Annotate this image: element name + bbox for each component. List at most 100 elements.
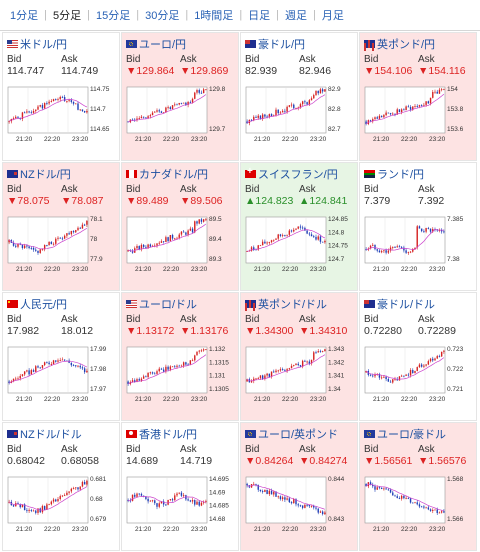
candle-body [185, 232, 187, 235]
tab-3[interactable]: 30分足 [145, 10, 180, 22]
rate-card[interactable]: ユーロ/豪ドル Bid Ask ▼1.56561 ▼1.56576 1.568 1.566 2… [359, 422, 477, 551]
pair-header[interactable]: カナダドル/円 [126, 167, 208, 181]
candle-body [8, 121, 10, 123]
candle-body [398, 109, 401, 113]
candle-body [68, 360, 70, 363]
rate-card[interactable]: 米ドル/円 Bid Ask 114.747 114.749 114.75 114.7 114.… [2, 32, 120, 161]
pair-name[interactable]: ユーロ/円 [139, 39, 187, 51]
pair-header[interactable]: ランド/円 [364, 167, 424, 181]
candle-body [165, 237, 167, 242]
candlestick-chart[interactable]: 14.695 14.69 14.685 14.68 21:20 22:20 23:20 [126, 475, 232, 533]
rate-card[interactable]: NZドル/ドル Bid Ask 0.68042 0.68058 0.681 0.68 0.67… [2, 422, 120, 551]
pair-header[interactable]: 英ポンド/ドル [245, 297, 327, 311]
candle-body [131, 380, 134, 382]
pair-header[interactable]: NZドル/ドル [7, 427, 82, 441]
rate-card[interactable]: 人民元/円 Bid Ask 17.982 18.012 17.99 17.98 17.97 21… [2, 292, 120, 421]
candle-body [140, 116, 143, 119]
tab-1[interactable]: 5分足 [52, 10, 82, 22]
candle-body [396, 246, 398, 248]
tab-5[interactable]: 日足 [248, 10, 271, 22]
pair-name[interactable]: 豪ドル/円 [258, 39, 306, 51]
candlestick-chart[interactable]: 89.5 89.4 89.3 21:20 22:20 23:20 [126, 215, 232, 273]
pair-header[interactable]: スイスフラン/円 [245, 166, 338, 181]
tab-0[interactable]: 1分足 [10, 10, 39, 22]
candle-body [178, 492, 180, 494]
pair-name[interactable]: ユーロ/ドル [139, 299, 198, 311]
ask-value: ▲124.841 [299, 195, 348, 207]
candle-body [277, 109, 279, 114]
pair-name[interactable]: 米ドル/円 [20, 39, 68, 51]
pair-name[interactable]: 豪ドル/ドル [377, 299, 436, 311]
rate-card[interactable]: カナダドル/円 Bid Ask ▼89.489 ▼89.506 89.5 89.4 89.3 2… [121, 162, 239, 291]
tab-7[interactable]: 月足 [321, 10, 344, 22]
pair-header[interactable]: ユーロ/ドル [126, 297, 197, 311]
rate-card[interactable]: 英ポンド/ドル Bid Ask ▼1.34300 ▼1.34310 1.343 1.342 1… [240, 292, 358, 421]
pair-name[interactable]: 英ポンド/ドル [258, 299, 328, 311]
candle-body [414, 370, 416, 374]
candle-body [32, 247, 35, 250]
pair-header[interactable]: ユーロ/英ポンド [245, 427, 338, 441]
pair-header[interactable]: ユーロ/豪ドル [364, 427, 446, 441]
pair-name[interactable]: 香港ドル/円 [139, 429, 198, 441]
candle-body [147, 372, 149, 378]
pair-header[interactable]: 香港ドル/円 [126, 427, 197, 441]
candle-body [308, 361, 311, 364]
candlestick-chart[interactable]: 78.1 78 77.9 21:20 22:20 23:20 [7, 215, 113, 273]
pair-header[interactable]: 米ドル/円 [7, 37, 67, 51]
candlestick-chart[interactable]: 1.568 1.566 21:20 22:20 23:20 [364, 475, 470, 533]
pair-name[interactable]: ユーロ/英ポンド [258, 429, 339, 441]
rate-card[interactable]: 英ポンド/円 Bid Ask ▼154.106 ▼154.116 154 153.8 153.… [359, 32, 477, 161]
candle-body [145, 117, 147, 119]
y-axis-label: 82.8 [328, 106, 341, 113]
pair-header[interactable]: 豪ドル/円 [245, 37, 305, 51]
rate-card[interactable]: NZドル/円 Bid Ask ▼78.075 ▼78.087 78.1 78 77.9 21:2… [2, 162, 120, 291]
bid-label: Bid [126, 444, 141, 455]
candlestick-chart[interactable]: 0.681 0.68 0.679 21:20 22:20 23:20 [7, 475, 113, 533]
pair-header[interactable]: 人民元/円 [7, 297, 67, 311]
candlestick-chart[interactable]: 129.8 129.7 21:20 22:20 23:20 [126, 85, 232, 143]
candlestick-chart[interactable]: 7.385 7.38 21:20 22:20 23:20 [364, 215, 470, 273]
candlestick-chart[interactable]: 17.99 17.98 17.97 21:20 22:20 23:20 [7, 345, 113, 403]
rate-card[interactable]: ユーロ/ドル Bid Ask ▼1.13172 ▼1.13176 1.132 1.1315 1… [121, 292, 239, 421]
pair-name[interactable]: ランド/円 [377, 169, 425, 181]
tab-2[interactable]: 15分足 [95, 10, 131, 22]
candle-body [369, 482, 372, 485]
ask-label: Ask [180, 314, 197, 325]
pair-name[interactable]: カナダドル/円 [139, 169, 209, 181]
flag-icon [245, 40, 256, 48]
rate-card[interactable]: スイスフラン/円BidAsk▲124.823▲124.841124.85124.… [240, 162, 358, 291]
x-axis-label: 23:20 [310, 266, 327, 273]
candle-body [35, 109, 37, 111]
candle-body [187, 101, 189, 105]
pair-header[interactable]: 豪ドル/ドル [364, 297, 435, 311]
flag-icon [7, 300, 18, 308]
rate-card[interactable]: 豪ドル/ドル Bid Ask 0.72280 0.72289 0.723 0.722 0.72… [359, 292, 477, 421]
candlestick-chart[interactable]: 124.85 124.8 124.75 124.7 21:20 22:20 23:20 [245, 215, 351, 273]
rate-card[interactable]: 豪ドル/円 Bid Ask 82.939 82.946 82.9 82.8 82.7 21:20… [240, 32, 358, 161]
candlestick-chart[interactable]: 154 153.8 153.6 21:20 22:20 23:20 [364, 85, 470, 143]
x-axis-label: 21:20 [254, 266, 271, 273]
rate-card[interactable]: ユーロ/円 Bid Ask ▼129.864 ▼129.869 129.8 129.7 21:… [121, 32, 239, 161]
rate-card[interactable]: ユーロ/英ポンド Bid Ask ▼0.84264 ▼0.84274 0.844 0.843… [240, 422, 358, 551]
tab-6[interactable]: 週足 [285, 10, 308, 22]
pair-header[interactable]: 英ポンド/円 [364, 37, 435, 51]
pair-name[interactable]: 人民元/円 [20, 299, 68, 311]
pair-header[interactable]: ユーロ/円 [126, 37, 186, 51]
candlestick-chart[interactable]: 0.844 0.843 21:20 22:20 23:20 [245, 475, 351, 533]
candlestick-chart[interactable]: 0.723 0.722 0.721 21:20 22:20 23:20 [364, 345, 470, 403]
candlestick-chart[interactable]: 114.75 114.7 114.65 21:20 22:20 23:20 [7, 85, 113, 143]
rate-card[interactable]: ランド/円 Bid Ask 7.379 7.392 7.385 7.38 21:20 22:20… [359, 162, 477, 291]
tab-4[interactable]: 1時間足 [194, 10, 234, 22]
pair-name[interactable]: NZドル/円 [20, 169, 71, 181]
rate-card[interactable]: 香港ドル/円 Bid Ask 14.689 14.719 14.695 14.69 14.68… [121, 422, 239, 551]
candlestick-chart[interactable]: 1.343 1.342 1.341 1.34 21:20 22:20 23:20 [245, 345, 351, 403]
pair-header[interactable]: NZドル/円 [7, 167, 71, 181]
pair-name[interactable]: スイスフラン/円 [258, 169, 338, 181]
candlestick-chart[interactable]: 1.132 1.1315 1.131 1.1305 21:20 22:20 23:20 [126, 345, 232, 403]
candle-body [440, 351, 443, 357]
pair-name[interactable]: ユーロ/豪ドル [377, 429, 447, 441]
pair-name[interactable]: 英ポンド/円 [377, 39, 436, 51]
candlestick-chart[interactable]: 82.9 82.8 82.7 21:20 22:20 23:20 [245, 85, 351, 143]
candle-body [407, 497, 410, 499]
pair-name[interactable]: NZドル/ドル [20, 429, 82, 441]
